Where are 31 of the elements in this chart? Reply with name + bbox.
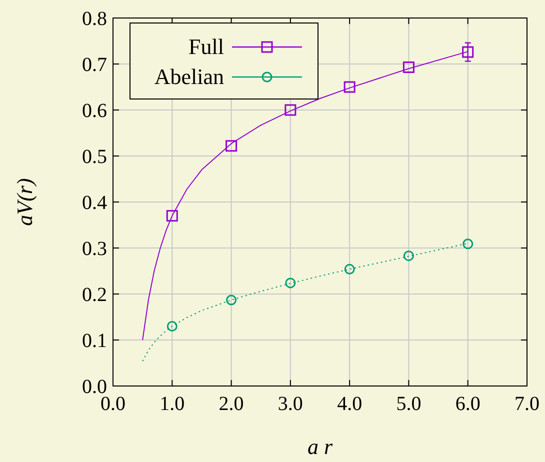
x-tick-label: 1.0	[160, 393, 185, 415]
point	[166, 320, 178, 332]
x-tick-label: 7.0	[514, 393, 540, 415]
point	[462, 238, 474, 250]
legend-label: Abelian	[154, 64, 224, 89]
x-tick-label: 4.0	[337, 393, 362, 415]
y-tick-label: 0.6	[82, 100, 107, 122]
y-axis-title: aV(r)	[12, 178, 37, 226]
point	[285, 278, 296, 288]
x-tick-label: 6.0	[455, 393, 480, 415]
x-tick-label: 3.0	[278, 393, 303, 415]
y-tick-label: 0.2	[82, 284, 107, 306]
point	[226, 140, 238, 152]
point	[462, 46, 474, 58]
y-tick-label: 0.3	[82, 238, 107, 260]
y-tick-label: 0.4	[82, 192, 107, 214]
y-tick-label: 0.8	[82, 8, 107, 30]
point	[344, 264, 355, 274]
y-tick-label: 0.1	[82, 330, 107, 352]
x-axis-title: a r	[307, 434, 333, 459]
point	[403, 250, 414, 262]
y-tick-label: 0.7	[82, 54, 107, 76]
point	[284, 104, 296, 116]
point	[166, 210, 178, 222]
point	[344, 81, 356, 93]
y-tick-label: 0.5	[82, 146, 107, 168]
x-tick-label: 5.0	[396, 393, 422, 415]
point	[402, 61, 414, 73]
legend-label: Full	[188, 34, 224, 59]
x-tick-label: 2.0	[218, 393, 244, 415]
point	[226, 294, 237, 306]
